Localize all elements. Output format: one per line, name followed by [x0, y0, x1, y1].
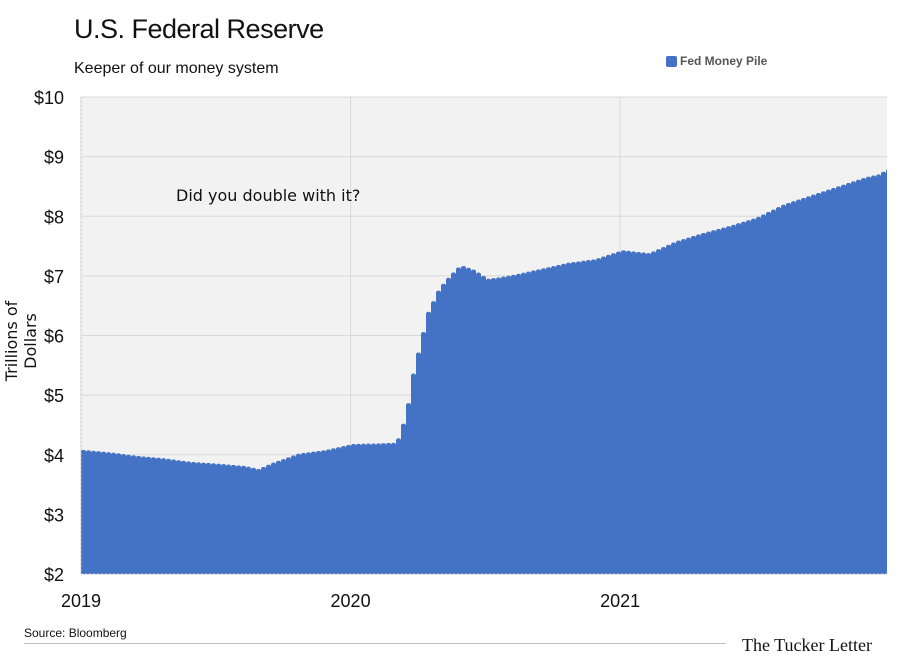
y-tick-label: $10: [34, 88, 64, 108]
x-tick-label: 2020: [331, 591, 371, 611]
y-axis-ticks: $2 $3 $4 $5 $6 $7 $8 $9 $10: [34, 88, 64, 585]
y-tick-label: $4: [44, 446, 64, 466]
series-area-fed-money-pile: [81, 169, 887, 574]
chart-annotation: Did you double with it?: [176, 186, 360, 205]
brand-signature: The Tucker Letter: [742, 635, 872, 655]
footer-rule: [24, 643, 726, 644]
legend-swatch: [666, 55, 677, 67]
legend-label: Fed Money Pile: [680, 54, 768, 68]
source-note: Source: Bloomberg: [24, 626, 127, 640]
y-tick-label: $6: [44, 327, 64, 347]
x-tick-label: 2019: [61, 591, 101, 611]
chart-legend: Fed Money Pile: [666, 54, 767, 68]
chart-title: U.S. Federal Reserve: [74, 14, 324, 44]
y-tick-label: $7: [44, 267, 64, 287]
y-tick-label: $2: [44, 565, 64, 585]
x-tick-label: 2021: [600, 591, 640, 611]
y-tick-label: $3: [44, 505, 64, 525]
y-tick-label: $8: [44, 207, 64, 227]
y-tick-label: $9: [44, 148, 64, 168]
y-tick-label: $5: [44, 386, 64, 406]
x-axis-ticks: 2019 2020 2021: [61, 591, 640, 611]
chart-subtitle: Keeper of our money system: [74, 60, 279, 77]
